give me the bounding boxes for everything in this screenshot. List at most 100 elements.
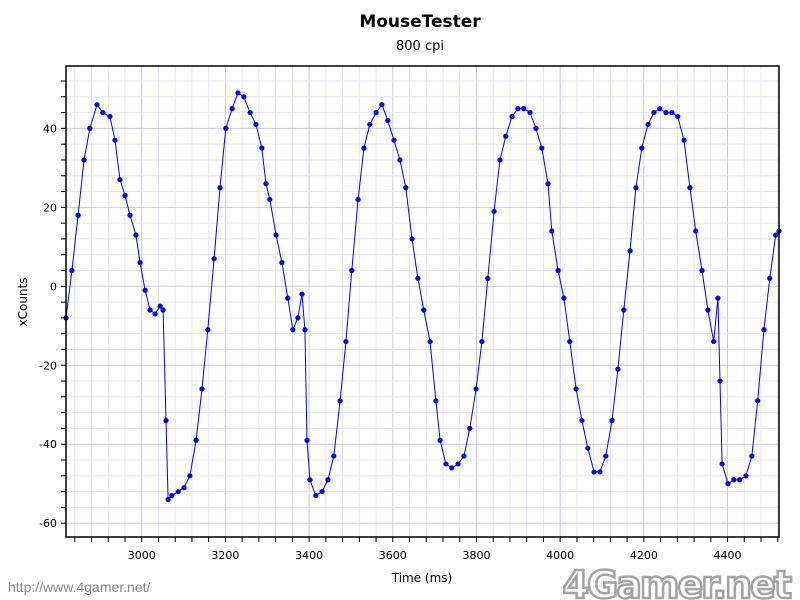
data-point <box>561 295 567 301</box>
data-point <box>403 184 409 191</box>
data-point <box>449 465 455 471</box>
data-point <box>415 275 421 282</box>
chart-title: MouseTester <box>359 12 481 32</box>
chart-subtitle: 800 cpi <box>396 39 444 54</box>
watermark-logo-text: 4Gamer.net <box>563 563 792 600</box>
data-point <box>437 437 443 443</box>
y-tick-label: 0 <box>50 280 57 293</box>
data-point <box>473 386 479 392</box>
data-point <box>657 106 663 112</box>
data-point <box>699 267 705 274</box>
data-point <box>343 338 349 345</box>
data-point <box>241 94 247 100</box>
y-tick-label: 20 <box>43 201 57 214</box>
data-point <box>573 386 579 392</box>
data-point <box>223 125 229 131</box>
data-point <box>355 196 361 203</box>
data-point <box>743 473 749 479</box>
data-point <box>127 212 133 218</box>
data-point <box>181 485 187 491</box>
data-point <box>379 102 385 108</box>
data-point <box>687 184 693 191</box>
data-point <box>767 275 773 282</box>
data-point <box>235 90 241 96</box>
data-point <box>597 469 603 475</box>
data-point <box>621 307 627 313</box>
data-point <box>461 453 467 459</box>
y-tick-label: -40 <box>39 438 57 451</box>
data-point <box>367 121 373 128</box>
data-point <box>81 157 87 163</box>
y-tick-label: -60 <box>39 517 57 530</box>
x-tick-label: 4400 <box>714 549 742 562</box>
data-point <box>397 157 403 163</box>
data-point <box>579 417 585 424</box>
data-point <box>545 181 551 187</box>
data-point <box>675 113 681 120</box>
data-point <box>290 327 296 333</box>
x-tick-label: 3800 <box>462 549 490 562</box>
data-point <box>693 228 699 234</box>
data-point <box>603 453 609 459</box>
data-point <box>427 338 433 345</box>
y-tick-label: 40 <box>43 122 57 135</box>
axes: 3000 3200 3400 3600 3800 4000 4200 4400 -60 -40 -2… <box>39 80 779 562</box>
data-point <box>285 295 291 301</box>
data-point <box>199 386 205 392</box>
data-point <box>555 267 561 274</box>
data-point <box>539 145 545 151</box>
data-point <box>112 137 118 143</box>
data-point <box>455 461 461 467</box>
data-point <box>467 425 473 432</box>
data-point <box>705 307 711 313</box>
data-point <box>75 212 81 218</box>
data-point <box>479 338 485 345</box>
data-point <box>515 106 521 112</box>
data-point <box>247 109 253 116</box>
data-point <box>157 303 163 309</box>
data-point <box>152 311 158 317</box>
plot-frame <box>65 65 780 538</box>
data-point <box>205 327 211 333</box>
data-point <box>719 461 725 467</box>
data-point <box>349 267 355 274</box>
data-point <box>633 184 639 191</box>
data-point <box>651 109 657 116</box>
data-point <box>279 260 285 266</box>
data-point <box>609 417 615 424</box>
data-point <box>385 117 391 124</box>
data-point <box>421 307 427 313</box>
data-point <box>267 196 273 203</box>
data-point <box>211 256 217 262</box>
data-point <box>717 378 723 384</box>
x-tick-label: 4000 <box>546 549 574 562</box>
data-point <box>391 137 397 143</box>
data-point <box>497 157 503 163</box>
data-point <box>331 453 337 459</box>
data-point <box>133 232 139 238</box>
series-layer <box>63 90 782 503</box>
data-point <box>761 327 767 333</box>
data-point <box>433 398 439 404</box>
data-point <box>591 469 597 475</box>
data-point <box>273 232 279 238</box>
data-point <box>122 192 128 199</box>
data-point <box>627 248 633 254</box>
data-point <box>585 445 591 451</box>
data-point <box>373 109 379 116</box>
x-tick-label: 3000 <box>128 549 156 562</box>
data-point <box>217 184 223 191</box>
data-point <box>755 398 761 404</box>
data-point <box>94 102 100 108</box>
data-point <box>295 315 301 321</box>
data-point <box>302 327 308 333</box>
data-point <box>711 338 717 345</box>
data-point <box>187 473 193 479</box>
y-tick-label: -20 <box>39 359 57 372</box>
x-tick-label: 3400 <box>295 549 323 562</box>
y-axis-label: xCounts <box>16 278 30 327</box>
data-point <box>491 208 497 214</box>
x-tick-label: 4200 <box>630 549 658 562</box>
data-point <box>107 113 113 120</box>
